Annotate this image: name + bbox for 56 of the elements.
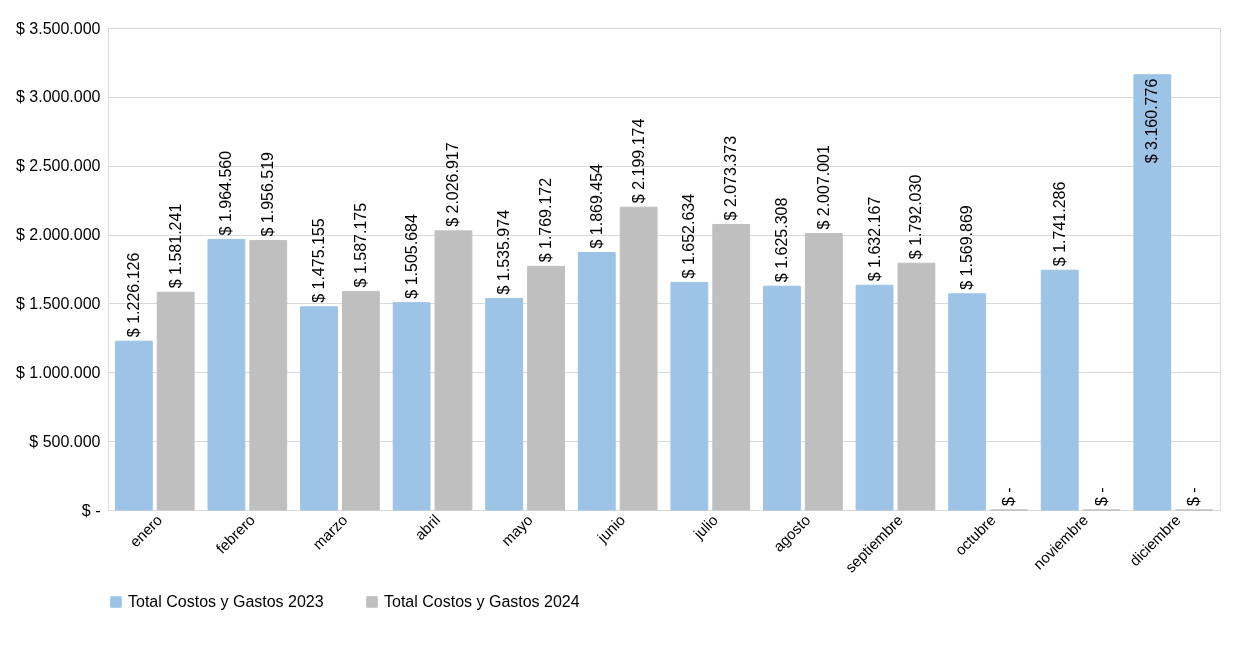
data-label: $ 1.956.519 xyxy=(259,151,277,237)
data-label: $ 2.199.174 xyxy=(629,118,647,204)
bar xyxy=(300,306,338,511)
bar xyxy=(1133,74,1172,511)
bar xyxy=(249,240,288,511)
x-tick-label: julio xyxy=(689,511,721,543)
data-label: $ 1.581.241 xyxy=(166,203,184,289)
data-label: $ 1.505.684 xyxy=(402,214,420,299)
data-label: $ 1.741.286 xyxy=(1050,181,1068,267)
bar xyxy=(434,230,473,511)
y-tick-label: $ - xyxy=(81,501,101,519)
data-label: $ - xyxy=(1092,487,1110,506)
bar xyxy=(392,302,431,511)
bar xyxy=(156,291,195,511)
data-label: $ 1.587.175 xyxy=(351,202,369,288)
bar xyxy=(712,223,751,511)
bar xyxy=(948,293,987,511)
data-label: $ 3.160.776 xyxy=(1143,78,1161,164)
bar xyxy=(114,340,153,511)
data-label: $ 2.007.001 xyxy=(814,144,832,230)
data-label: $ 1.652.634 xyxy=(680,193,698,279)
bar xyxy=(577,252,616,511)
bar xyxy=(485,297,524,511)
bar xyxy=(670,281,709,511)
bar xyxy=(619,206,658,511)
legend-label: Total Costos y Gastos 2023 xyxy=(128,593,324,610)
data-label: $ 1.535.974 xyxy=(495,209,513,295)
data-label: $ 1.769.172 xyxy=(537,177,555,263)
bar xyxy=(763,285,801,511)
y-tick-label: $ 1.000.000 xyxy=(15,363,101,381)
data-label: $ 2.026.917 xyxy=(444,142,462,227)
data-label: $ 1.869.454 xyxy=(587,163,605,249)
legend-label: Total Costos y Gastos 2024 xyxy=(384,593,580,610)
data-label: $ 2.073.373 xyxy=(722,135,740,221)
bar xyxy=(855,284,894,511)
bar xyxy=(207,238,246,511)
data-label: $ 1.625.308 xyxy=(772,197,790,283)
data-label: $ - xyxy=(999,487,1017,506)
y-tick-label: $ 3.500.000 xyxy=(15,19,101,37)
data-label: $ 1.226.126 xyxy=(124,252,142,338)
bar xyxy=(341,290,380,511)
y-tick-label: $ 2.000.000 xyxy=(15,226,101,244)
bar xyxy=(527,265,565,511)
data-label: $ 1.632.167 xyxy=(865,196,883,282)
y-tick-label: $ 3.000.000 xyxy=(15,88,101,106)
y-tick-label: $ 1.500.000 xyxy=(15,294,101,312)
data-label: $ 1.475.155 xyxy=(310,218,328,303)
data-label: $ 1.569.869 xyxy=(958,205,976,290)
data-label: $ 1.792.030 xyxy=(907,174,925,260)
bar xyxy=(897,262,936,511)
data-label: $ - xyxy=(1185,487,1203,506)
bar xyxy=(1040,269,1079,511)
data-label: $ 1.964.560 xyxy=(217,150,235,236)
bar xyxy=(804,233,843,511)
y-tick-label: $ 500.000 xyxy=(29,432,101,450)
y-tick-label: $ 2.500.000 xyxy=(15,157,101,175)
